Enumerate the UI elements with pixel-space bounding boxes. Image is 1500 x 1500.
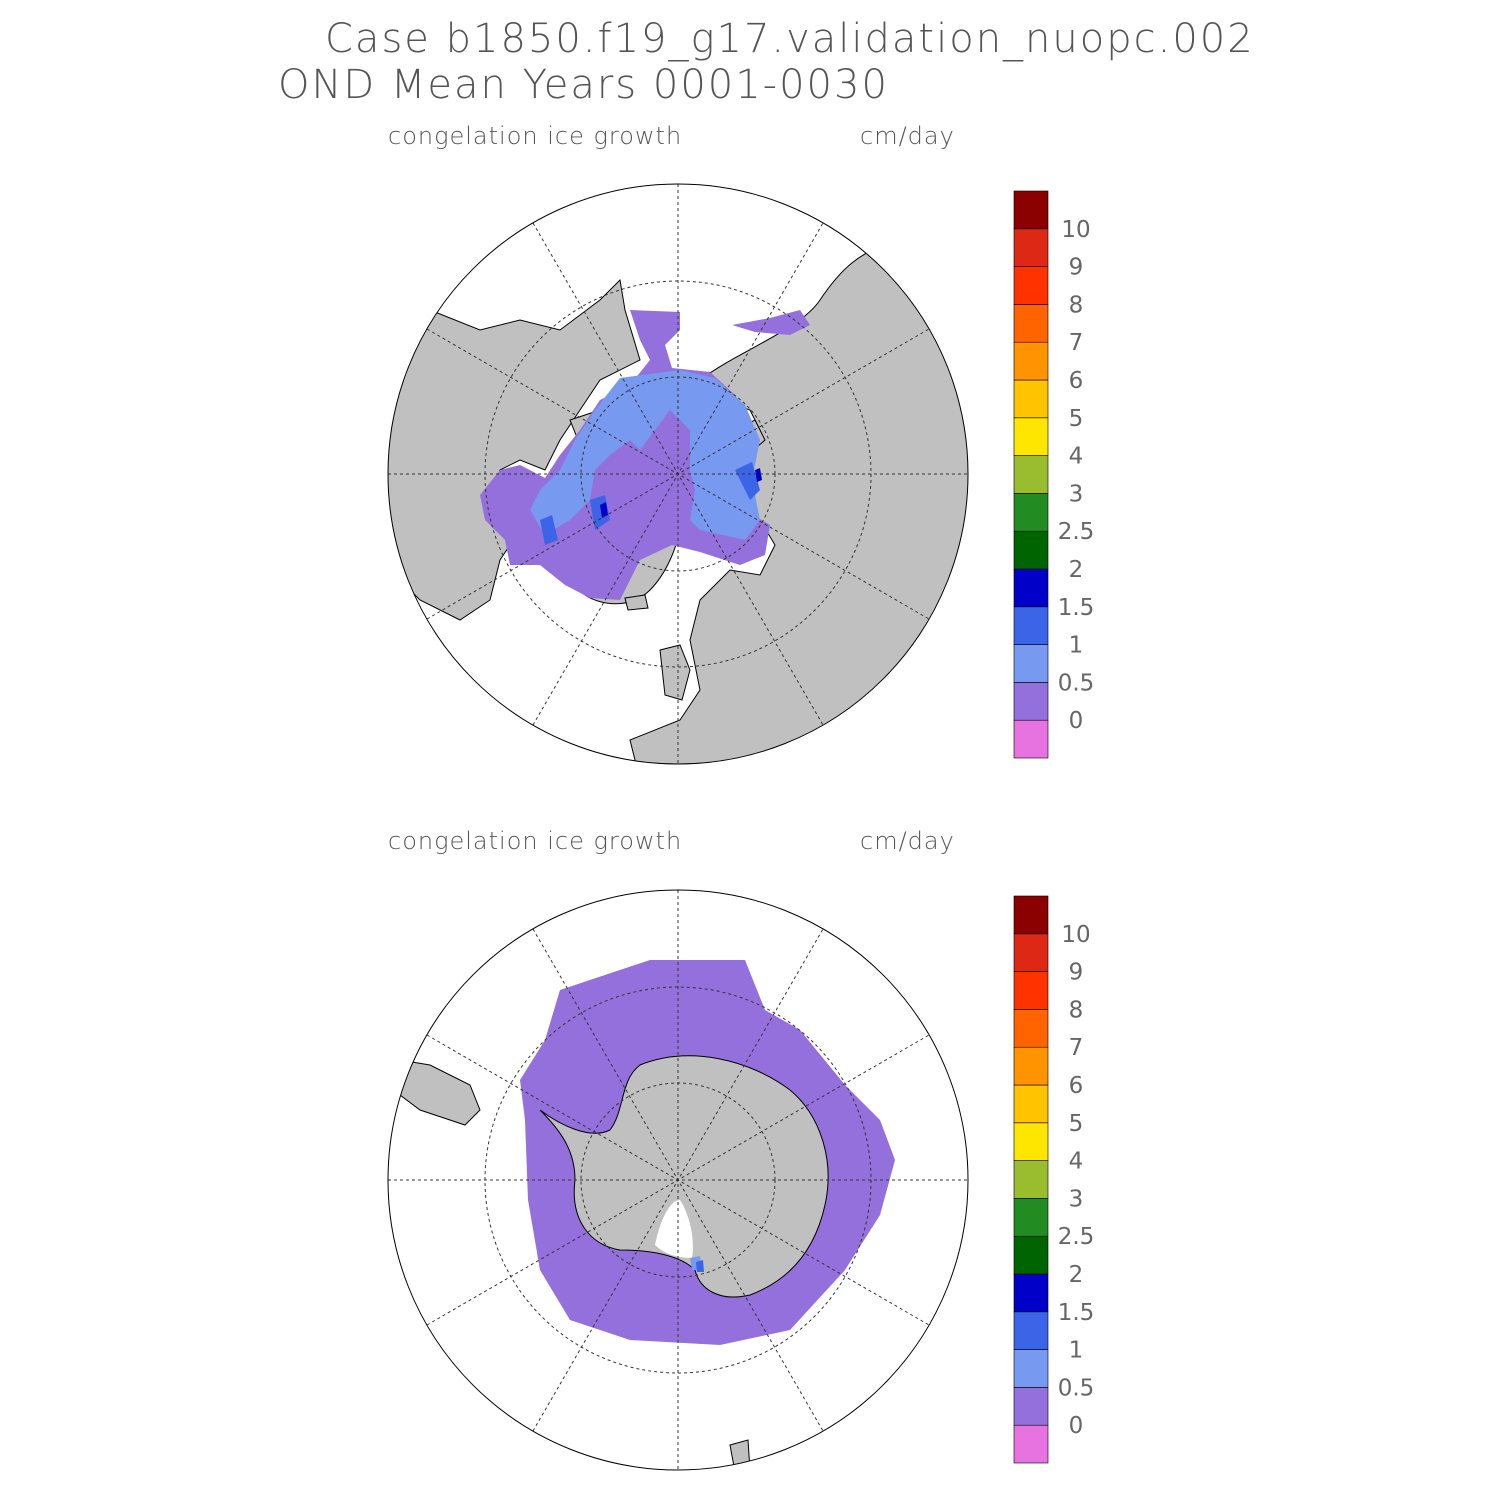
south-colorbar-swatch <box>1013 1198 1049 1237</box>
south-colorbar-swatch <box>1013 1273 1049 1313</box>
north-colorbar-label: 6 <box>1069 368 1084 394</box>
south-polar-map <box>387 889 969 1471</box>
north-colorbar-label: 2.5 <box>1058 519 1095 545</box>
north-colorbar-swatch <box>1013 341 1049 381</box>
south-colorbar-swatch <box>1013 1387 1049 1426</box>
north-colorbar-label: 0.5 <box>1058 670 1095 696</box>
south-colorbar-label: 6 <box>1069 1073 1084 1099</box>
south-land-southamerica <box>399 1059 481 1126</box>
south-ross-shelf <box>655 1200 693 1258</box>
south-colorbar-swatch <box>1013 895 1049 935</box>
south-colorbar-swatch <box>1013 1160 1049 1199</box>
title-period: OND Mean Years 0001-0030 <box>278 62 889 108</box>
north-colorbar: 0 0.5 1 1.5 2 2.5 3 4 5 6 7 8 9 10 <box>1013 190 1095 759</box>
south-colorbar-label: 0 <box>1069 1413 1084 1439</box>
south-land-nz <box>729 1439 751 1470</box>
north-colorbar-label: 3 <box>1069 481 1084 507</box>
south-colorbar-swatch <box>1013 1424 1049 1464</box>
north-units-label: cm/day <box>860 122 955 150</box>
north-colorbar-label: 2 <box>1069 557 1084 583</box>
north-polar-map <box>387 183 969 765</box>
south-colorbar-label: 10 <box>1061 922 1090 948</box>
north-colorbar-label: 10 <box>1061 217 1090 243</box>
south-colorbar-swatch <box>1013 1009 1049 1048</box>
north-colorbar-label: 1.5 <box>1058 595 1095 621</box>
south-colorbar-label: 2.5 <box>1058 1224 1095 1250</box>
north-variable-label: congelation ice growth <box>388 122 683 150</box>
north-colorbar-swatch <box>1013 190 1049 230</box>
north-colorbar-label: 7 <box>1069 330 1084 356</box>
south-colorbar-label: 7 <box>1069 1035 1084 1061</box>
north-colorbar-swatch <box>1013 719 1049 759</box>
north-ice-high <box>540 462 760 545</box>
south-colorbar-label: 8 <box>1069 997 1084 1023</box>
north-colorbar-swatch <box>1013 379 1049 419</box>
north-colorbar-label: 5 <box>1069 406 1084 432</box>
south-colorbar-label: 1 <box>1069 1338 1084 1364</box>
south-colorbar-label: 5 <box>1069 1111 1084 1137</box>
south-colorbar-swatch <box>1013 971 1049 1010</box>
north-colorbar-label: 4 <box>1069 444 1084 470</box>
north-colorbar-swatch <box>1013 228 1049 267</box>
south-colorbar-swatch <box>1013 933 1049 972</box>
south-colorbar-swatch <box>1013 1084 1049 1124</box>
south-colorbar-label: 9 <box>1069 960 1084 986</box>
north-colorbar-swatch <box>1013 304 1049 343</box>
south-colorbar-label: 3 <box>1069 1186 1084 1212</box>
south-colorbar: 0 0.5 1 1.5 2 2.5 3 4 5 6 7 8 9 10 <box>1013 895 1095 1464</box>
north-ice-hudson <box>485 470 520 515</box>
north-ice-okhotsk <box>732 310 810 335</box>
south-variable-label: congelation ice growth <box>388 827 683 855</box>
north-ice-mid <box>530 370 760 540</box>
north-colorbar-swatch <box>1013 493 1049 532</box>
north-colorbar-label: 8 <box>1069 292 1084 318</box>
south-colorbar-swatch <box>1013 1349 1049 1388</box>
south-colorbar-swatch <box>1013 1122 1049 1161</box>
north-colorbar-label: 0 <box>1069 708 1084 734</box>
north-colorbar-swatch <box>1013 682 1049 721</box>
north-colorbar-swatch <box>1013 606 1049 645</box>
title-case: Case b1850.f19_g17.validation_nuopc.002 <box>325 16 1255 62</box>
south-colorbar-label: 0.5 <box>1058 1375 1095 1401</box>
north-land-uk <box>624 594 691 701</box>
south-colorbar-swatch <box>1013 1046 1049 1086</box>
south-colorbar-label: 4 <box>1069 1149 1084 1175</box>
south-colorbar-swatch <box>1013 1311 1049 1350</box>
north-land-americas <box>388 278 641 621</box>
south-units-label: cm/day <box>860 827 955 855</box>
north-colorbar-swatch <box>1013 644 1049 683</box>
north-colorbar-swatch <box>1013 530 1049 570</box>
south-colorbar-swatch <box>1013 1235 1049 1275</box>
north-colorbar-swatch <box>1013 266 1049 305</box>
south-colorbar-label: 1.5 <box>1058 1300 1095 1326</box>
north-colorbar-swatch <box>1013 568 1049 608</box>
north-colorbar-swatch <box>1013 417 1049 456</box>
south-ice-high <box>696 1260 704 1272</box>
north-colorbar-swatch <box>1013 455 1049 494</box>
south-colorbar-label: 2 <box>1069 1262 1084 1288</box>
north-colorbar-label: 9 <box>1069 255 1084 281</box>
north-colorbar-label: 1 <box>1069 633 1084 659</box>
